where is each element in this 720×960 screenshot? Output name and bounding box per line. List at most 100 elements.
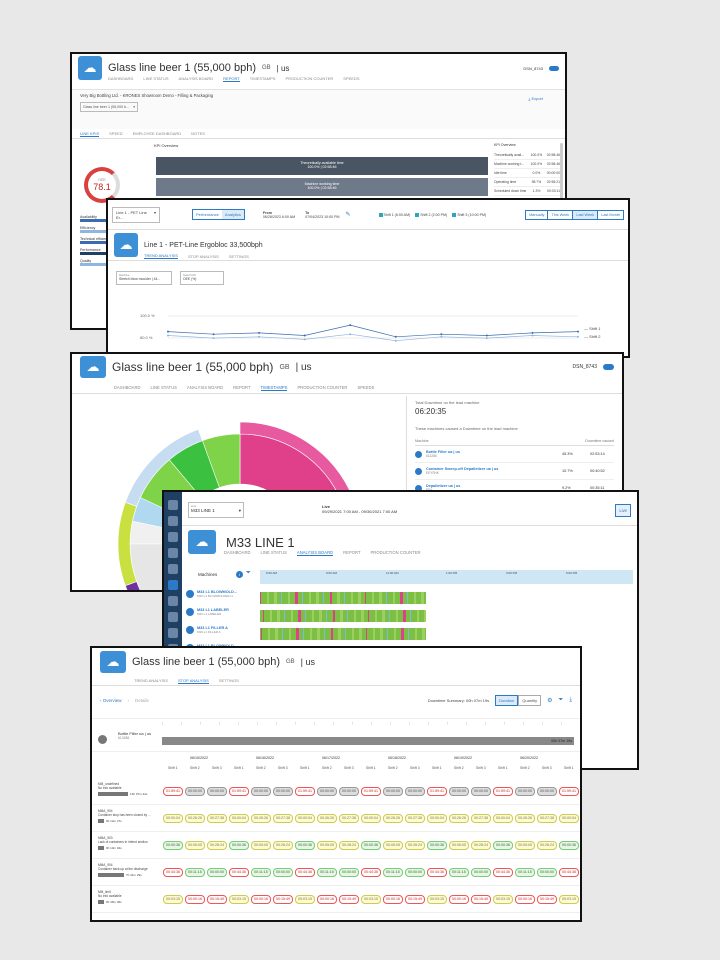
subtab-speed[interactable]: SPEED: [109, 131, 123, 136]
back-button[interactable]: ‹ Overview: [100, 697, 122, 703]
unit-us[interactable]: | us: [295, 361, 312, 373]
data-point[interactable]: [167, 334, 169, 337]
downtime-row[interactable]: Container Sweep-off Depalletizer ua | us…: [415, 463, 614, 480]
duration-pill[interactable]: 00:28:24: [339, 841, 359, 850]
duration-pill[interactable]: 00:44:36: [295, 868, 315, 877]
duration-pill[interactable]: 00:00:00: [339, 787, 359, 796]
duration-pill[interactable]: 01:59:41: [559, 787, 579, 796]
machine-select[interactable]: Machine Stretch blow moulder | 44...: [116, 271, 172, 285]
duration-pill[interactable]: 01:59:41: [229, 787, 249, 796]
duration-pill[interactable]: 00:00:16: [383, 895, 403, 904]
duration-pill[interactable]: 00:00:36: [427, 841, 447, 850]
duration-pill[interactable]: 00:00:00: [339, 868, 359, 877]
duration-pill[interactable]: 00:44:36: [163, 868, 183, 877]
toggle-switch[interactable]: [603, 364, 614, 370]
data-point[interactable]: [394, 335, 397, 338]
data-point[interactable]: [531, 331, 534, 334]
data-point[interactable]: [349, 333, 352, 336]
list-icon[interactable]: [168, 628, 178, 638]
info-icon[interactable]: i: [236, 571, 243, 578]
tab-speeds[interactable]: SPEEDS: [357, 385, 375, 390]
data-point[interactable]: [531, 334, 534, 337]
machine-name[interactable]: M33 L1 BLOWMOLD...: [197, 590, 237, 594]
machine-item[interactable]: M33 L1 LABELER M33 L1 LABELER: [186, 608, 260, 616]
toggle-switch[interactable]: [549, 65, 559, 71]
duration-pill[interactable]: 00:05:05: [515, 841, 535, 850]
duration-pill[interactable]: 00:00:00: [251, 787, 271, 796]
line-select[interactable]: Line 1 - PET Line Er... ▾: [112, 206, 160, 223]
unit-gb[interactable]: GB: [279, 363, 290, 371]
duration-button[interactable]: Duration: [495, 694, 519, 706]
duration-pill[interactable]: 01:59:41: [163, 787, 183, 796]
scrollbar[interactable]: [560, 143, 563, 223]
tab-production-counter[interactable]: PRODUCTION COUNTER: [285, 76, 334, 81]
duration-pill[interactable]: 00:00:00: [537, 868, 557, 877]
duration-pill[interactable]: 00:11:15: [515, 868, 535, 877]
duration-pill[interactable]: 00:11:15: [317, 868, 337, 877]
tab-report[interactable]: REPORT: [343, 550, 361, 555]
duration-pill[interactable]: 00:00:00: [207, 787, 227, 796]
period-last-week-button[interactable]: Last Week: [572, 210, 598, 219]
duration-pill[interactable]: 00:05:05: [449, 841, 469, 850]
duration-pill[interactable]: 00:00:00: [515, 787, 535, 796]
duration-pill[interactable]: 00:00:36: [295, 841, 315, 850]
outer-pink-segment[interactable]: [239, 421, 363, 592]
duration-pill[interactable]: 00:03:15: [295, 895, 315, 904]
duration-pill[interactable]: 00:26:26: [251, 814, 271, 823]
outer-blue-segment[interactable]: [124, 428, 203, 507]
tab-trend-analysis[interactable]: TREND ANALYSIS: [144, 253, 178, 259]
menu-icon[interactable]: [168, 500, 178, 510]
duration-pill[interactable]: 00:11:15: [185, 868, 205, 877]
duration-pill[interactable]: 00:44:36: [361, 868, 381, 877]
duration-pill[interactable]: 00:00:00: [471, 868, 491, 877]
shift-checkbox[interactable]: Shift 2 (2:00 PM): [415, 212, 447, 217]
data-point[interactable]: [212, 337, 215, 340]
duration-pill[interactable]: 00:00:36: [559, 841, 579, 850]
tab-settings[interactable]: SETTINGS: [218, 678, 239, 683]
outer-purple-segment[interactable]: [124, 581, 169, 592]
duration-pill[interactable]: 00:11:15: [251, 868, 271, 877]
machine-item[interactable]: M33 L1 FILLER A M33 L1 FILLER A: [186, 626, 260, 634]
duration-pill[interactable]: 00:44:36: [229, 868, 249, 877]
tab-trend-analysis[interactable]: TREND ANALYSIS: [134, 678, 168, 683]
machine-name[interactable]: M33 L1 LABELER: [197, 608, 229, 612]
duration-pill[interactable]: 00:00:36: [361, 841, 381, 850]
line-select[interactable]: Line M33 LINE 1 ▾: [188, 502, 244, 518]
data-point[interactable]: [258, 331, 261, 334]
duration-pill[interactable]: 00:27:38: [273, 814, 293, 823]
duration-pill[interactable]: 00:00:00: [317, 787, 337, 796]
tab-timestamps[interactable]: TIMESTAMPS: [260, 384, 288, 391]
export-icon[interactable]: ⤓: [569, 696, 572, 703]
tab-stop-analysis[interactable]: STOP ANALYSIS: [187, 253, 219, 259]
duration-pill[interactable]: 00:00:00: [449, 787, 469, 796]
duration-pill[interactable]: 00:00:04: [163, 814, 183, 823]
status-bar[interactable]: [260, 610, 426, 622]
duration-pill[interactable]: 00:44:36: [493, 868, 513, 877]
duration-pill[interactable]: 00:03:15: [361, 895, 381, 904]
duration-pill[interactable]: 00:28:24: [405, 841, 425, 850]
machine-link[interactable]: Container Sweep-off Depalletizer ua | us: [426, 467, 499, 471]
line-dropdown[interactable]: Glass line beer 1 (55,000 b... ▾: [80, 102, 138, 112]
counter-icon[interactable]: [168, 612, 178, 622]
tab-analysis-board[interactable]: ANALYSIS BOARD: [186, 385, 224, 390]
duration-pill[interactable]: 00:00:00: [185, 787, 205, 796]
data-point[interactable]: [485, 337, 488, 340]
tab-production-counter[interactable]: PRODUCTION COUNTER: [297, 385, 348, 390]
tab-line-status[interactable]: LINE STATUS: [260, 550, 287, 555]
period-this-week-button[interactable]: This Week: [547, 210, 573, 219]
duration-pill[interactable]: 00:05:05: [251, 841, 271, 850]
subtab-notes[interactable]: NOTES: [191, 131, 205, 136]
duration-pill[interactable]: 00:00:16: [449, 895, 469, 904]
data-point[interactable]: [394, 339, 397, 342]
tab-report[interactable]: REPORT: [223, 75, 240, 82]
duration-pill[interactable]: 00:27:38: [405, 814, 425, 823]
duration-pill[interactable]: 00:00:36: [493, 841, 513, 850]
duration-pill[interactable]: 00:27:38: [471, 814, 491, 823]
duration-pill[interactable]: 01:59:41: [493, 787, 513, 796]
tab-analysis-board[interactable]: ANALYSIS BOARD: [178, 76, 214, 81]
tab-production-counter[interactable]: PRODUCTION COUNTER: [370, 550, 421, 555]
duration-pill[interactable]: 00:11:15: [449, 868, 469, 877]
duration-pill[interactable]: 00:00:00: [383, 787, 403, 796]
duration-pill[interactable]: 00:15:49: [339, 895, 359, 904]
duration-pill[interactable]: 01:59:41: [361, 787, 381, 796]
